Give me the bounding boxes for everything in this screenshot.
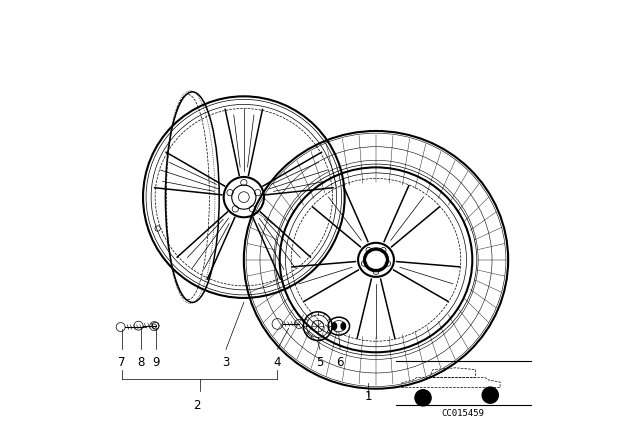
Circle shape [415,390,431,406]
Text: 6: 6 [337,356,344,369]
Ellipse shape [367,251,385,269]
Text: 1: 1 [365,390,372,403]
Text: 4: 4 [274,356,281,369]
Text: 5: 5 [316,356,324,369]
Ellipse shape [364,248,388,272]
Text: CC015459: CC015459 [442,409,485,418]
Text: 7: 7 [118,356,125,369]
Text: 3: 3 [222,356,230,369]
Circle shape [482,387,499,403]
Text: 2: 2 [193,399,200,412]
Ellipse shape [332,323,337,330]
Ellipse shape [341,323,346,330]
Text: 9: 9 [153,356,160,369]
Text: 8: 8 [137,356,145,369]
